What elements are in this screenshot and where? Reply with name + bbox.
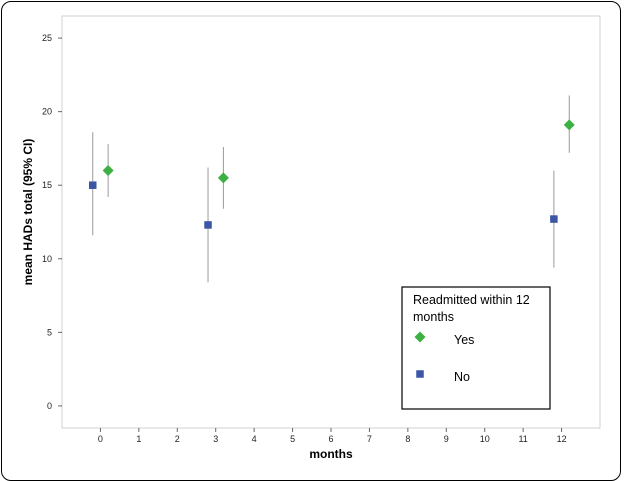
x-tick-label: 9 <box>444 434 449 444</box>
data-point-yes <box>102 165 114 176</box>
data-point-yes <box>217 172 229 184</box>
data-markers <box>88 119 575 229</box>
x-tick-label: 4 <box>252 434 257 444</box>
x-tick-label: 1 <box>136 434 141 444</box>
x-tick-label: 8 <box>405 434 410 444</box>
y-tick-label: 0 <box>47 401 52 411</box>
data-point-no <box>550 215 558 223</box>
legend-box <box>401 286 551 410</box>
y-axis-title: mean HADs total (95% CI) <box>21 139 35 286</box>
legend-label-no: No <box>454 370 470 384</box>
x-tick-label: 2 <box>175 434 180 444</box>
y-tick-label: 15 <box>42 180 52 190</box>
legend-title-line-2: months <box>413 310 454 324</box>
y-tick-label: 20 <box>42 107 52 117</box>
x-tick-label: 3 <box>213 434 218 444</box>
error-bars <box>92 95 570 283</box>
legend: Readmitted within 12 months Yes No <box>401 286 551 410</box>
x-tick-label: 6 <box>328 434 333 444</box>
legend-marker-no <box>416 370 424 378</box>
legend-title-line-1: Readmitted within 12 <box>413 293 530 307</box>
x-tick-label: 11 <box>518 434 527 444</box>
x-axis-title: months <box>309 447 353 461</box>
x-tick-label: 7 <box>367 434 372 444</box>
data-point-yes <box>563 119 575 131</box>
x-tick-label: 0 <box>98 434 103 444</box>
y-tick-label: 25 <box>42 33 52 43</box>
x-tick-label: 5 <box>290 434 295 444</box>
data-point-no <box>204 221 212 229</box>
y-tick-label: 10 <box>42 254 52 264</box>
x-tick-label: 12 <box>557 434 567 444</box>
data-point-no <box>88 181 97 189</box>
legend-entries: Yes No <box>414 331 474 384</box>
legend-marker-yes <box>414 331 426 343</box>
y-tick-label: 5 <box>47 327 52 337</box>
x-tick-label: 10 <box>480 434 490 444</box>
legend-label-yes: Yes <box>454 333 474 347</box>
